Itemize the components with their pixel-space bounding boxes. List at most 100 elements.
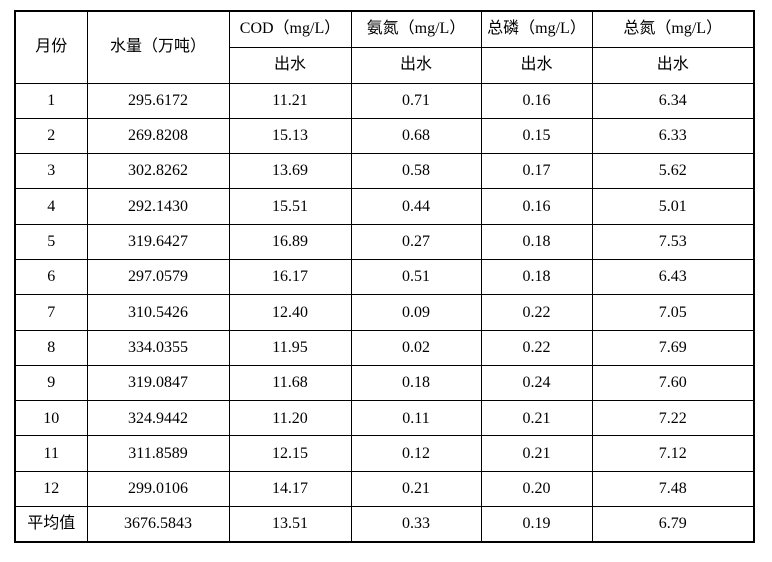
tn-value-cell: 6.43: [591, 258, 755, 296]
water-value-cell: 269.8208: [86, 117, 230, 155]
tn-value-cell: 7.05: [591, 294, 755, 331]
tn-value-cell: 7.53: [591, 223, 755, 260]
tp-value-cell: 0.21: [480, 435, 593, 472]
table-row: 平均值 3676.5843 13.51 0.33 0.19 6.79: [14, 506, 755, 543]
cod-value-cell: 11.95: [228, 329, 352, 366]
cod-value-cell: 11.21: [228, 82, 352, 119]
cod-value-cell: 12.15: [228, 435, 352, 472]
cod-value-cell: 15.51: [228, 188, 352, 225]
water-value-cell: 3676.5843: [86, 506, 230, 543]
tp-value-cell: 0.18: [480, 223, 593, 260]
water-value-cell: 319.0847: [86, 364, 230, 402]
tn-value-cell: 5.62: [591, 153, 755, 190]
water-quality-table: 月份 水量（万吨） COD（mg/L） 氨氮（mg/L） 总磷（mg/L） 总氮…: [14, 10, 755, 543]
tp-value-cell: 0.18: [480, 258, 593, 296]
cod-value-cell: 11.20: [228, 400, 352, 437]
water-value-cell: 299.0106: [86, 470, 230, 508]
column-header-water-volume: 水量（万吨）: [86, 10, 230, 84]
subheader-effluent-total-phosphorus: 出水: [480, 46, 593, 84]
cod-value-cell: 12.40: [228, 294, 352, 331]
cod-value-cell: 16.89: [228, 223, 352, 260]
water-value-cell: 302.8262: [86, 153, 230, 190]
nh3n-value-cell: 0.18: [350, 364, 482, 402]
cod-value-cell: 14.17: [228, 470, 352, 508]
month-cell: 5: [14, 223, 88, 260]
subheader-effluent-cod: 出水: [228, 46, 352, 84]
tn-value-cell: 7.60: [591, 364, 755, 402]
cod-value-cell: 13.69: [228, 153, 352, 190]
table-row: 6 297.0579 16.17 0.51 0.18 6.43: [14, 258, 755, 296]
nh3n-value-cell: 0.11: [350, 400, 482, 437]
nh3n-value-cell: 0.71: [350, 82, 482, 119]
month-cell: 2: [14, 117, 88, 155]
tp-value-cell: 0.22: [480, 294, 593, 331]
nh3n-value-cell: 0.68: [350, 117, 482, 155]
month-cell: 4: [14, 188, 88, 225]
month-cell: 3: [14, 153, 88, 190]
nh3n-value-cell: 0.58: [350, 153, 482, 190]
column-header-total-nitrogen: 总氮（mg/L）: [591, 10, 755, 48]
tn-value-cell: 6.34: [591, 82, 755, 119]
table-row: 10 324.9442 11.20 0.11 0.21 7.22: [14, 400, 755, 437]
column-header-total-phosphorus: 总磷（mg/L）: [480, 10, 593, 48]
cod-value-cell: 16.17: [228, 258, 352, 296]
tn-value-cell: 7.22: [591, 400, 755, 437]
water-value-cell: 319.6427: [86, 223, 230, 260]
water-value-cell: 295.6172: [86, 82, 230, 119]
tp-value-cell: 0.16: [480, 188, 593, 225]
water-value-cell: 297.0579: [86, 258, 230, 296]
month-cell: 6: [14, 258, 88, 296]
nh3n-value-cell: 0.51: [350, 258, 482, 296]
month-cell: 12: [14, 470, 88, 508]
header-row-primary: 月份 水量（万吨） COD（mg/L） 氨氮（mg/L） 总磷（mg/L） 总氮…: [14, 10, 755, 84]
month-cell: 11: [14, 435, 88, 472]
month-cell: 平均值: [14, 506, 88, 543]
nh3n-value-cell: 0.12: [350, 435, 482, 472]
nh3n-value-cell: 0.27: [350, 223, 482, 260]
water-value-cell: 311.8589: [86, 435, 230, 472]
water-value-cell: 334.0355: [86, 329, 230, 366]
subheader-effluent-ammonia-nitrogen: 出水: [350, 46, 482, 84]
table-row: 9 319.0847 11.68 0.18 0.24 7.60: [14, 364, 755, 402]
cod-value-cell: 11.68: [228, 364, 352, 402]
tp-value-cell: 0.24: [480, 364, 593, 402]
tn-value-cell: 6.33: [591, 117, 755, 155]
month-cell: 1: [14, 82, 88, 119]
tn-value-cell: 5.01: [591, 188, 755, 225]
tn-value-cell: 7.48: [591, 470, 755, 508]
tp-value-cell: 0.17: [480, 153, 593, 190]
month-cell: 9: [14, 364, 88, 402]
tn-value-cell: 6.79: [591, 506, 755, 543]
tn-value-cell: 7.69: [591, 329, 755, 366]
tp-value-cell: 0.16: [480, 82, 593, 119]
nh3n-value-cell: 0.33: [350, 506, 482, 543]
table-row: 12 299.0106 14.17 0.21 0.20 7.48: [14, 470, 755, 508]
tp-value-cell: 0.21: [480, 400, 593, 437]
tn-value-cell: 7.12: [591, 435, 755, 472]
cod-value-cell: 13.51: [228, 506, 352, 543]
tp-value-cell: 0.22: [480, 329, 593, 366]
nh3n-value-cell: 0.21: [350, 470, 482, 508]
nh3n-value-cell: 0.09: [350, 294, 482, 331]
column-header-month: 月份: [14, 10, 88, 84]
month-cell: 10: [14, 400, 88, 437]
table-row: 11 311.8589 12.15 0.12 0.21 7.12: [14, 435, 755, 472]
month-cell: 8: [14, 329, 88, 366]
table-row: 8 334.0355 11.95 0.02 0.22 7.69: [14, 329, 755, 366]
table-row: 7 310.5426 12.40 0.09 0.22 7.05: [14, 294, 755, 331]
tp-value-cell: 0.20: [480, 470, 593, 508]
water-value-cell: 310.5426: [86, 294, 230, 331]
column-header-cod: COD（mg/L）: [228, 10, 352, 48]
table-body: 1 295.6172 11.21 0.71 0.16 6.34 2 269.8208 15.13…: [14, 82, 755, 543]
tp-value-cell: 0.19: [480, 506, 593, 543]
table-header: 月份 水量（万吨） COD（mg/L） 氨氮（mg/L） 总磷（mg/L） 总氮…: [14, 10, 755, 84]
water-value-cell: 324.9442: [86, 400, 230, 437]
table-row: 4 292.1430 15.51 0.44 0.16 5.01: [14, 188, 755, 225]
subheader-effluent-total-nitrogen: 出水: [591, 46, 755, 84]
table-row: 2 269.8208 15.13 0.68 0.15 6.33: [14, 117, 755, 155]
nh3n-value-cell: 0.44: [350, 188, 482, 225]
cod-value-cell: 15.13: [228, 117, 352, 155]
month-cell: 7: [14, 294, 88, 331]
water-value-cell: 292.1430: [86, 188, 230, 225]
